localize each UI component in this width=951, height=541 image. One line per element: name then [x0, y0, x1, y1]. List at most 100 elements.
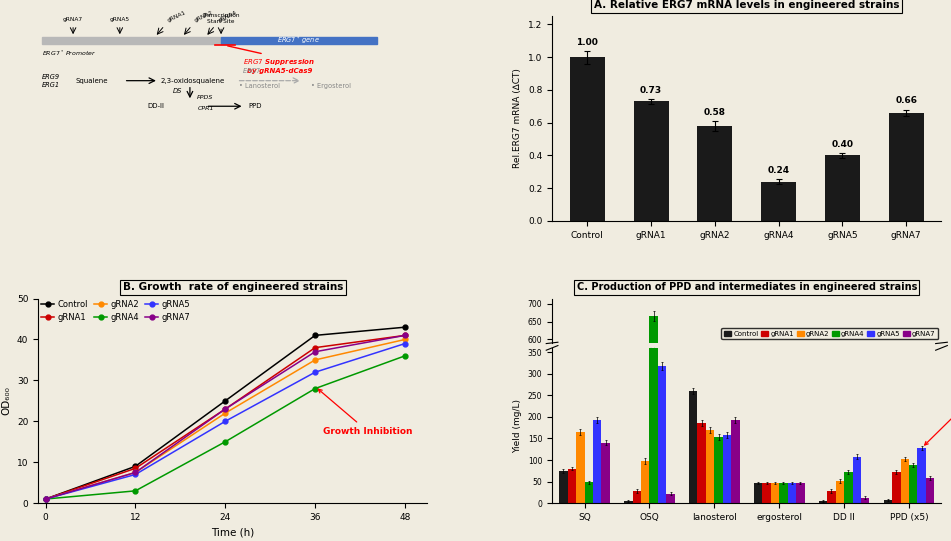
Bar [787, 536, 796, 541]
Bar [836, 534, 844, 541]
Text: 0.40: 0.40 [831, 140, 853, 149]
Bar [836, 481, 844, 503]
Bar [559, 471, 568, 503]
Bar [796, 536, 805, 541]
Bar [819, 501, 827, 503]
Bar [844, 527, 853, 541]
Bar [714, 437, 723, 503]
Text: gRNA4: gRNA4 [217, 10, 238, 23]
X-axis label: Time (h): Time (h) [211, 527, 254, 537]
Bar [763, 483, 771, 503]
Bar [568, 469, 576, 503]
Text: $ERG7$ Suppression
by gRNA5-dCas9: $ERG7$ Suppression by gRNA5-dCas9 [243, 57, 316, 74]
Text: gRNA5: gRNA5 [924, 393, 951, 445]
Bar [689, 460, 697, 541]
Bar [787, 483, 796, 503]
Bar [658, 439, 667, 541]
Text: PPD: PPD [248, 103, 262, 109]
Text: DS: DS [173, 88, 183, 94]
Bar [909, 521, 918, 541]
Bar [853, 457, 861, 503]
Text: CPR1: CPR1 [197, 107, 214, 111]
Bar [697, 486, 706, 541]
Legend: Control, gRNA1, gRNA2, gRNA4, gRNA5, gRNA7: Control, gRNA1, gRNA2, gRNA4, gRNA5, gRN… [722, 328, 938, 339]
Text: PPDS: PPDS [197, 95, 214, 100]
Title: B. Growth  rate of engineered strains: B. Growth rate of engineered strains [123, 282, 343, 292]
Text: 0.66: 0.66 [895, 96, 918, 105]
Bar [901, 459, 909, 503]
Text: Squalene: Squalene [75, 78, 107, 84]
Bar [593, 420, 601, 503]
Bar [706, 430, 714, 503]
Bar [888, 113, 923, 221]
Text: $ERG7$: $ERG7$ [243, 65, 262, 75]
Text: 0.24: 0.24 [767, 166, 789, 175]
Bar [221, 37, 377, 44]
Bar [926, 478, 934, 503]
Bar [576, 432, 585, 503]
Text: 1.00: 1.00 [576, 37, 598, 47]
Bar [754, 483, 763, 503]
Bar [853, 514, 861, 541]
Bar [763, 536, 771, 541]
Bar [779, 536, 787, 541]
Bar [926, 532, 934, 541]
Bar [601, 503, 610, 541]
Bar [650, 216, 658, 503]
Bar [624, 501, 632, 503]
Text: $ERG7^*$ Promoter: $ERG7^*$ Promoter [42, 49, 96, 58]
Bar [771, 536, 779, 541]
Bar [827, 491, 836, 503]
Title: C. Production of PPD and intermediates in engineered strains: C. Production of PPD and intermediates i… [576, 282, 917, 292]
Text: gRNA7: gRNA7 [63, 17, 83, 22]
Legend: Control, gRNA1, gRNA2, gRNA4, gRNA5, gRNA7: Control, gRNA1, gRNA2, gRNA4, gRNA5, gRN… [38, 296, 193, 325]
Text: 0.58: 0.58 [704, 108, 726, 117]
Bar [593, 484, 601, 541]
Bar [714, 498, 723, 541]
Bar [892, 472, 901, 503]
Bar [796, 483, 805, 503]
Text: ERG9: ERG9 [42, 74, 60, 80]
Bar [706, 492, 714, 541]
Text: ERG1: ERG1 [42, 82, 60, 88]
Title: A. Relative ERG7 mRNA levels in engineered strains: A. Relative ERG7 mRNA levels in engineer… [594, 0, 900, 10]
Bar [641, 518, 650, 541]
Bar [559, 526, 568, 541]
Text: $ERG7^*$ gene: $ERG7^*$ gene [278, 35, 320, 47]
Text: • Ergosterol: • Ergosterol [311, 83, 351, 89]
Y-axis label: Rel.ERG7 mRNA (∆CT): Rel.ERG7 mRNA (∆CT) [514, 69, 522, 168]
Bar [731, 420, 740, 503]
Bar [697, 126, 732, 221]
Bar [754, 536, 763, 541]
Text: • Lanosterol: • Lanosterol [239, 83, 280, 89]
Text: 0.73: 0.73 [640, 86, 662, 95]
Text: gRNA2: gRNA2 [194, 10, 214, 23]
Text: Growth Inhibition: Growth Inhibition [319, 389, 412, 436]
Bar [689, 391, 697, 503]
Bar [568, 524, 576, 541]
Y-axis label: Yield (mg/L): Yield (mg/L) [514, 399, 522, 452]
Bar [576, 494, 585, 541]
Bar [779, 483, 787, 503]
Bar [633, 101, 669, 221]
Bar [731, 484, 740, 541]
Text: 2,3-oxidosqualene: 2,3-oxidosqualene [161, 78, 225, 84]
Bar [658, 366, 667, 503]
Bar [825, 155, 860, 221]
Bar [650, 316, 658, 541]
Bar [901, 516, 909, 541]
Bar [892, 527, 901, 541]
Y-axis label: OD₆₀₀: OD₆₀₀ [1, 386, 11, 415]
Bar [570, 57, 605, 221]
Bar [844, 472, 853, 503]
Bar [918, 507, 926, 541]
Bar [667, 493, 675, 503]
Text: Transcription
Start Site: Transcription Start Site [203, 13, 240, 24]
Bar [697, 424, 706, 503]
Bar [883, 500, 892, 503]
Bar [585, 483, 593, 503]
Text: gRNA5: gRNA5 [109, 17, 130, 22]
Bar [918, 448, 926, 503]
Bar [641, 461, 650, 503]
Bar [42, 37, 221, 44]
